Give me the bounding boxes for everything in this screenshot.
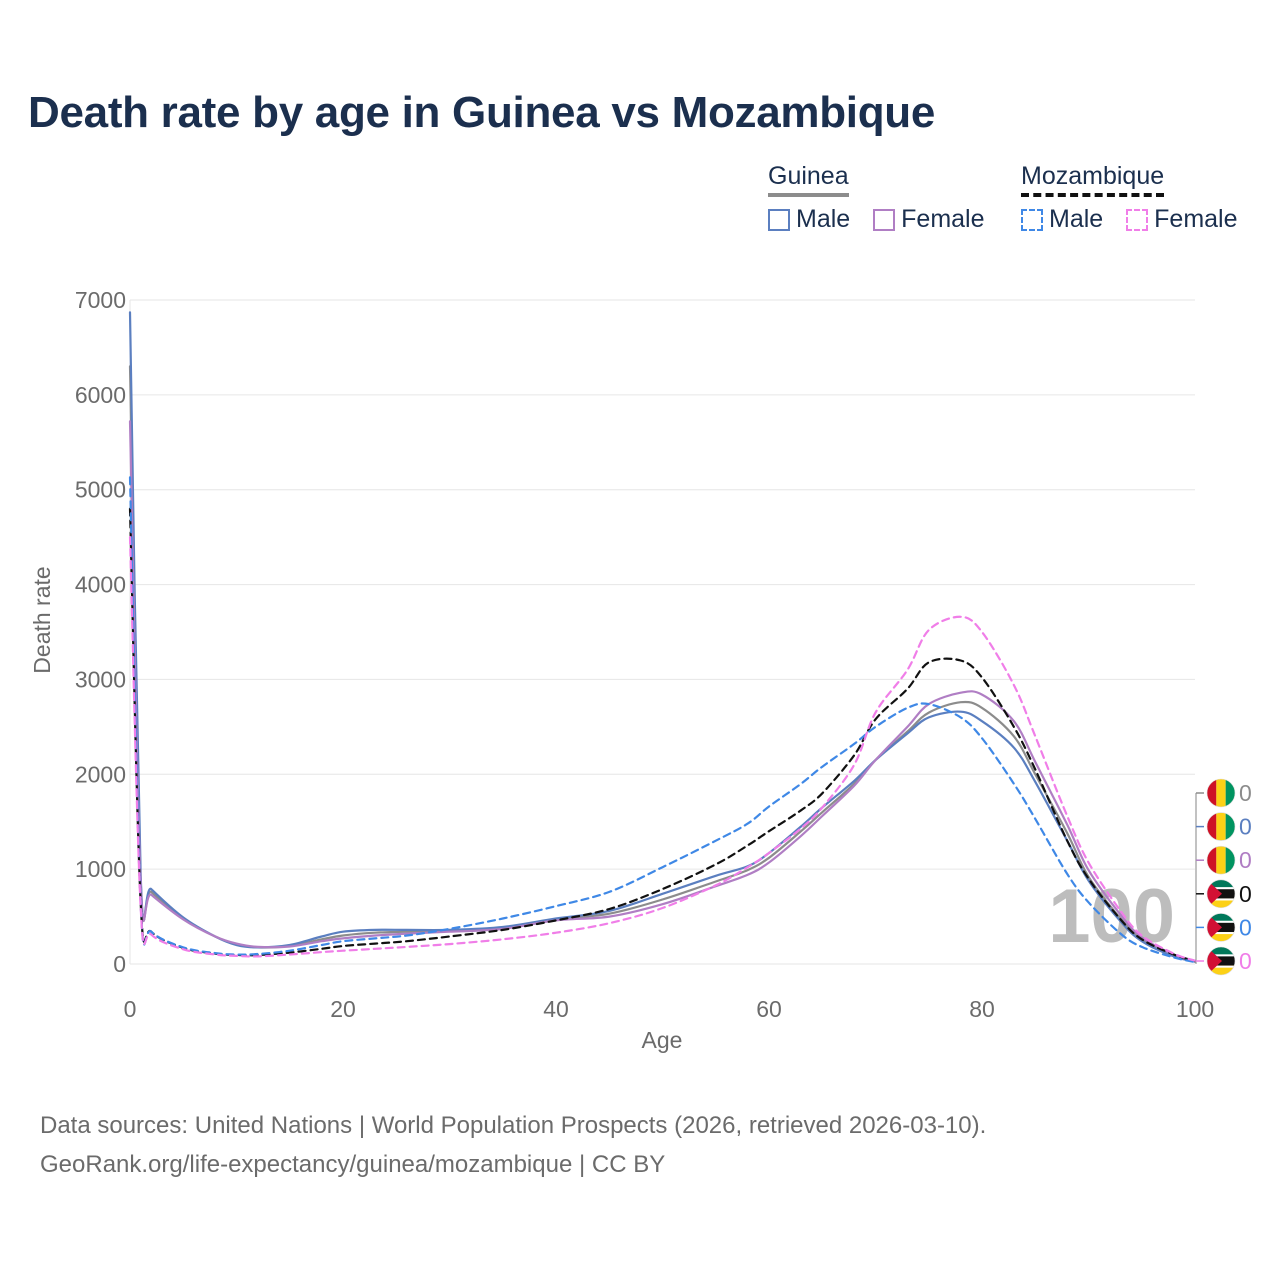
flag-stripe (1225, 846, 1235, 875)
flag-stripe (1216, 812, 1226, 841)
legend-swatch (873, 208, 896, 231)
guinea-flag-icon (1207, 846, 1235, 875)
series-line-guinea-total (128, 365, 1197, 963)
chart-title: Death rate by age in Guinea vs Mozambiqu… (28, 88, 936, 137)
legend-swatch (1021, 208, 1043, 231)
flag-outline (1206, 946, 1236, 976)
y-tick-label: 4000 (75, 572, 126, 598)
grid-lines (129, 299, 1195, 965)
x-tick-label: 80 (969, 996, 995, 1022)
flag-triangle (1207, 913, 1222, 942)
footer-sources: Data sources: United Nations | World Pop… (40, 1112, 987, 1139)
y-tick-label: 6000 (75, 382, 126, 408)
flag-stripe (1207, 920, 1235, 923)
flag-stripe (1207, 779, 1217, 807)
end-labels: 0 0 0 0 0 0 (1195, 778, 1252, 976)
x-axis-ticks: 0 20 40 60 80 100 (124, 996, 1215, 1022)
x-tick-label: 20 (330, 996, 356, 1022)
flag-stripe (1207, 846, 1217, 875)
y-tick-label: 3000 (75, 666, 126, 692)
legend-mozambique: Mozambique Male Female (1021, 162, 1254, 238)
x-tick-label: 0 (124, 996, 137, 1022)
flag-stripe (1207, 913, 1235, 923)
flag-stripe (1207, 898, 1235, 901)
legend-item-mozambique-male[interactable]: Male (1021, 205, 1103, 234)
y-tick-label: 0 (113, 951, 126, 977)
flag-stripe (1207, 887, 1235, 890)
flag-stripe (1207, 947, 1235, 957)
mozambique-flag-icon (1207, 879, 1235, 908)
end-label-value: 0 (1239, 814, 1252, 840)
end-label-mozambique: 0 (1196, 913, 1252, 942)
flag-stripe (1207, 879, 1235, 890)
y-tick-label: 7000 (75, 287, 126, 313)
x-tick-label: 100 (1176, 996, 1214, 1022)
series-line-guinea-male (128, 311, 1197, 963)
flag-outline (1206, 913, 1236, 942)
guinea-flag-icon (1207, 779, 1235, 807)
flag-stripe (1207, 965, 1235, 968)
end-label-value: 0 (1239, 881, 1252, 907)
legend-item-guinea-male[interactable]: Male (768, 205, 850, 234)
end-label-value: 0 (1239, 948, 1252, 974)
end-label-mozambique: 0 (1196, 946, 1252, 976)
series-lines (128, 311, 1197, 964)
series-line-mozambique-male (128, 476, 1197, 964)
legend-swatch (1126, 208, 1149, 231)
flag-triangle (1207, 879, 1222, 908)
legend-label: Female (901, 205, 985, 233)
flag-outline (1206, 812, 1236, 841)
end-label-value: 0 (1239, 847, 1252, 873)
end-label-guinea: 0 (1196, 812, 1252, 841)
end-label-value: 0 (1239, 780, 1252, 806)
end-label-mozambique: 0 (1196, 879, 1252, 909)
y-tick-label: 5000 (75, 477, 126, 503)
series-line-mozambique-female (128, 536, 1197, 962)
legend-label: Male (796, 205, 851, 233)
flag-stripe (1207, 898, 1235, 908)
end-label-guinea: 0 (1196, 845, 1252, 875)
mozambique-flag-icon (1207, 913, 1235, 942)
flag-stripe (1225, 812, 1235, 841)
y-tick-label: 2000 (75, 761, 126, 787)
flag-stripe (1207, 932, 1235, 942)
footer: Data sources: United Nations | World Pop… (40, 1106, 986, 1184)
y-tick-label: 1000 (75, 856, 126, 882)
y-axis-ticks: 0 1000 2000 3000 4000 5000 6000 7000 (75, 287, 126, 977)
flag-stripe (1207, 954, 1235, 957)
legend-label: Male (1049, 205, 1104, 233)
footer-link[interactable]: GeoRank.org/life-expectancy/guinea/mozam… (40, 1151, 666, 1178)
end-label-guinea: 0 (1196, 778, 1252, 808)
flag-stripe (1207, 932, 1235, 935)
legend-swatch (768, 208, 790, 231)
legend-item-guinea-female[interactable]: Female (873, 205, 985, 234)
legend-group-title: Mozambique (1021, 162, 1165, 197)
x-axis-label: Age (642, 1027, 683, 1053)
flag-outline (1206, 879, 1236, 909)
flag-triangle (1207, 947, 1222, 975)
legend-item-mozambique-female[interactable]: Female (1126, 205, 1238, 234)
flag-stripe (1216, 779, 1226, 807)
flag-stripe (1207, 812, 1217, 841)
flag-stripe (1207, 965, 1235, 975)
legend-label: Female (1154, 205, 1238, 233)
x-tick-label: 60 (756, 996, 782, 1022)
end-label-value: 0 (1239, 914, 1252, 940)
mozambique-flag-icon (1207, 947, 1235, 975)
legend-group-title: Guinea (768, 162, 849, 197)
flag-outline (1206, 778, 1236, 808)
legend-guinea: Guinea Male Female (768, 162, 1001, 238)
y-axis-label: Death rate (29, 566, 55, 673)
x-tick-label: 40 (543, 996, 569, 1022)
series-line-guinea-female (128, 420, 1197, 962)
flag-outline (1206, 845, 1236, 875)
flag-stripe (1216, 846, 1226, 875)
flag-stripe (1225, 779, 1235, 807)
guinea-flag-icon (1207, 812, 1235, 841)
